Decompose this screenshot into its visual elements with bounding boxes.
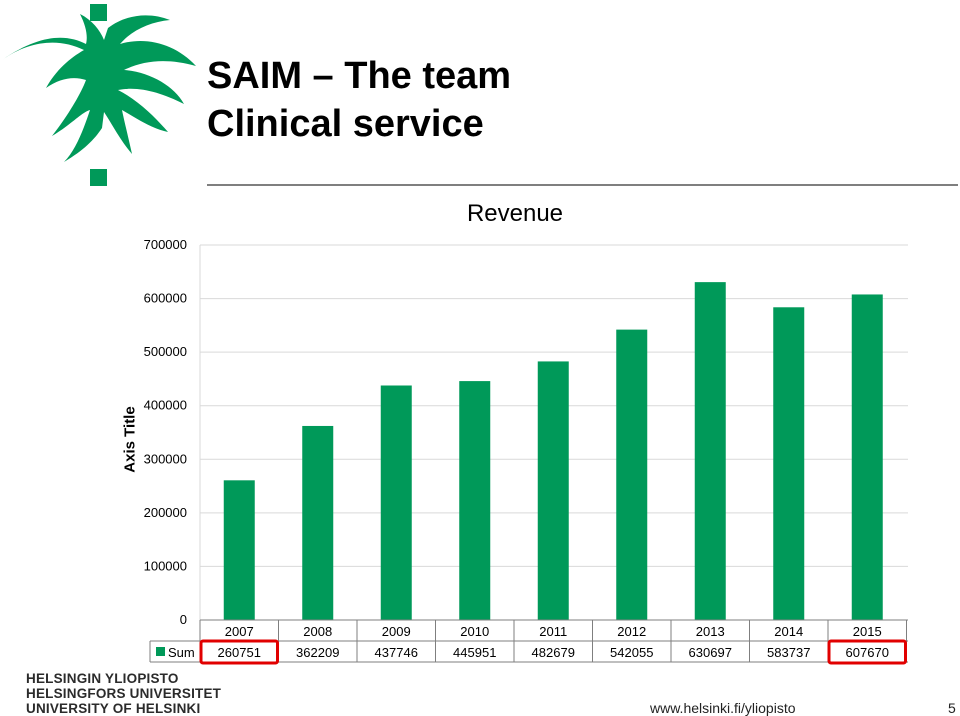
data-label: 445951 [453, 645, 496, 660]
y-tick-label: 600000 [144, 291, 187, 306]
y-tick-label: 100000 [144, 558, 187, 573]
data-table: 2007 260751 2008 362209 2009 437746 2010 445951… [149, 619, 908, 665]
title-divider [207, 184, 958, 186]
data-label: 437746 [375, 645, 418, 660]
y-tick-label: 500000 [144, 344, 187, 359]
bar [537, 361, 569, 620]
university-wordmark: HELSINGIN YLIOPISTO HELSINGFORS UNIVERSI… [26, 671, 221, 716]
x-tick-label: 2007 [225, 624, 254, 639]
data-label: 607670 [846, 645, 889, 660]
x-tick-label: 2015 [853, 624, 882, 639]
highlight-box [199, 639, 279, 665]
bars [223, 282, 883, 620]
university-name-en: UNIVERSITY OF HELSINKI [26, 701, 201, 716]
y-tick-label: 300000 [144, 451, 187, 466]
bar [380, 385, 412, 620]
chart-title: Revenue [466, 200, 564, 227]
data-label: 260751 [218, 645, 261, 660]
x-tick-label: 2009 [382, 624, 411, 639]
bar [851, 294, 883, 620]
x-tick-label: 2012 [617, 624, 646, 639]
y-tick-label: 400000 [144, 398, 187, 413]
bar [302, 425, 334, 620]
data-label: 362209 [296, 645, 339, 660]
x-tick-label: 2010 [460, 624, 489, 639]
university-name-fi: HELSINGIN YLIOPISTO [26, 671, 179, 686]
university-flame-logo [2, 4, 196, 186]
slide-title-line1: SAIM – The team [207, 55, 512, 97]
x-tick-label: 2013 [696, 624, 725, 639]
bar [223, 480, 255, 620]
data-label: 482679 [532, 645, 575, 660]
y-tick-label: 700000 [144, 237, 187, 252]
y-tick-labels: 0 100000 200000 300000 400000 500000 600000 700… [144, 237, 187, 627]
y-tick-label: 200000 [144, 505, 187, 520]
bar [773, 307, 805, 620]
slide-title-line2: Clinical service [207, 103, 484, 145]
x-tick-label: 2011 [539, 624, 567, 639]
data-label: 542055 [610, 645, 653, 660]
footer-url: www.helsinki.fi/yliopisto [650, 700, 796, 716]
bar [616, 329, 648, 620]
highlight-box [827, 639, 907, 665]
slide-title: SAIM – The team Clinical service [207, 52, 511, 148]
data-label: 630697 [689, 645, 732, 660]
page-number: 5 [948, 700, 956, 716]
x-tick-label: 2014 [774, 624, 803, 639]
bar [459, 381, 491, 620]
x-tick-label: 2008 [303, 624, 332, 639]
data-label: 583737 [767, 645, 810, 660]
legend-label: Sum [168, 645, 195, 660]
legend-key [156, 647, 165, 656]
university-name-sv: HELSINGFORS UNIVERSITET [26, 686, 222, 701]
y-tick-label: 0 [180, 612, 187, 627]
bar [694, 282, 726, 620]
